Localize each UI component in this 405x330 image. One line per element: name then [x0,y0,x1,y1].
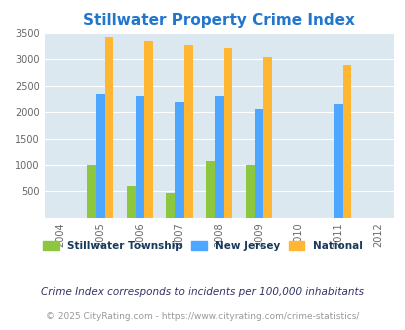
Bar [333,104,342,218]
Legend: Stillwater Township, New Jersey, National: Stillwater Township, New Jersey, Nationa… [39,237,366,255]
Bar [96,94,104,218]
Bar [214,96,223,218]
Bar [206,161,214,218]
Text: Crime Index corresponds to incidents per 100,000 inhabitants: Crime Index corresponds to incidents per… [41,287,364,297]
Bar [245,165,254,218]
Text: © 2025 CityRating.com - https://www.cityrating.com/crime-statistics/: © 2025 CityRating.com - https://www.city… [46,312,359,321]
Bar [126,186,135,218]
Bar [144,42,153,218]
Bar [342,65,350,218]
Bar [135,96,144,218]
Bar [104,37,113,218]
Title: Stillwater Property Crime Index: Stillwater Property Crime Index [83,13,354,28]
Bar [175,102,183,218]
Bar [166,193,175,218]
Bar [262,57,271,218]
Bar [223,48,232,218]
Bar [87,165,96,218]
Bar [254,109,262,218]
Bar [183,45,192,218]
